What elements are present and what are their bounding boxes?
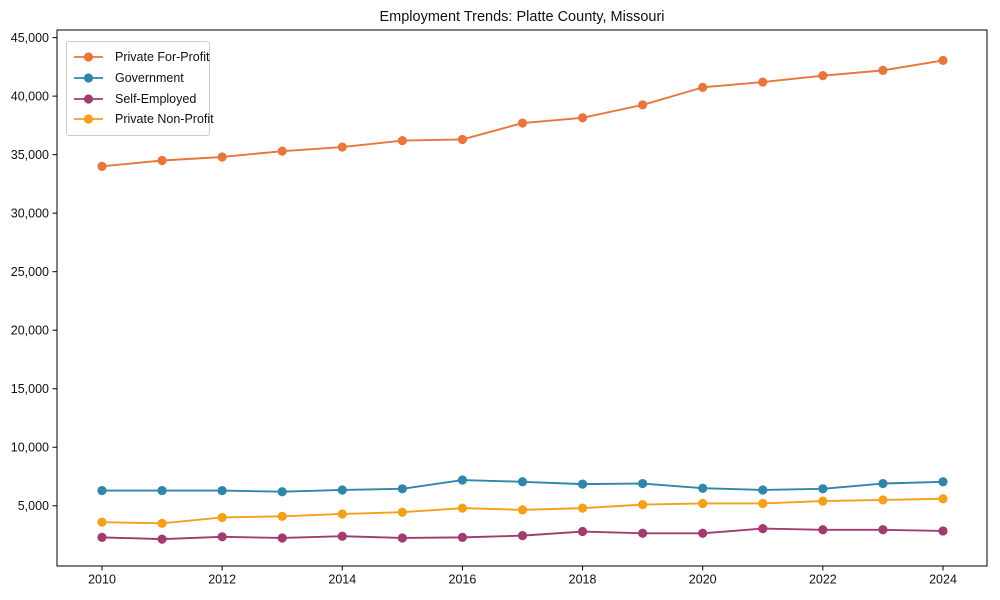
legend-marker-icon	[74, 73, 103, 83]
data-point-government	[577, 479, 588, 489]
data-point-government	[457, 475, 468, 485]
data-point-self-employed	[577, 526, 588, 537]
data-point-self-employed	[157, 534, 167, 544]
data-point-government	[938, 477, 948, 487]
data-point-private-for-profit	[577, 113, 588, 123]
y-tick-label: 35,000	[11, 148, 49, 162]
data-point-government	[698, 483, 708, 493]
data-point-private-for-profit	[698, 82, 708, 92]
chart-title: Employment Trends: Platte County, Missou…	[379, 9, 665, 25]
x-tick-label: 2014	[328, 573, 356, 587]
data-point-private-for-profit	[818, 71, 828, 81]
data-point-self-employed	[517, 531, 528, 541]
data-point-private-for-profit	[397, 136, 407, 146]
data-point-self-employed	[397, 533, 407, 543]
data-point-private-non-profit	[97, 517, 107, 527]
x-tick-label: 2020	[689, 573, 717, 587]
data-point-self-employed	[758, 524, 768, 534]
data-point-government	[758, 485, 768, 495]
data-point-private-for-profit	[337, 142, 347, 152]
data-point-private-for-profit	[638, 100, 648, 110]
data-point-private-for-profit	[277, 146, 287, 156]
data-point-self-employed	[97, 532, 107, 542]
data-point-private-non-profit	[277, 511, 287, 521]
legend-item: Private For-Profit	[73, 47, 209, 68]
data-point-private-non-profit	[157, 518, 167, 528]
legend-label: Private For-Profit	[115, 50, 210, 65]
data-point-government	[638, 478, 648, 489]
data-point-government	[878, 478, 888, 489]
data-point-private-non-profit	[397, 507, 407, 517]
y-tick-label: 15,000	[11, 382, 49, 396]
legend-marker-icon	[74, 52, 103, 62]
data-point-self-employed	[277, 533, 287, 543]
series-line-private-for-profit	[101, 59, 944, 168]
x-tick-label: 2022	[809, 573, 837, 587]
data-point-private-for-profit	[157, 155, 167, 166]
data-point-government	[397, 484, 407, 494]
data-point-private-non-profit	[638, 500, 648, 510]
y-tick-label: 30,000	[11, 206, 49, 220]
x-tick-label: 2016	[449, 573, 477, 587]
x-tick-label: 2012	[208, 573, 236, 587]
data-point-government	[217, 485, 227, 496]
data-point-self-employed	[457, 532, 468, 542]
data-point-private-for-profit	[938, 55, 948, 66]
y-tick-label: 40,000	[11, 89, 49, 103]
y-tick-label: 20,000	[11, 323, 49, 337]
x-tick-label: 2018	[569, 573, 597, 587]
data-point-self-employed	[638, 528, 648, 538]
data-point-self-employed	[818, 525, 828, 535]
legend-label: Self-Employed	[115, 91, 197, 106]
legend-item: Private Non-Profit	[73, 109, 214, 130]
x-tick-label: 2024	[929, 573, 957, 587]
data-point-private-for-profit	[878, 65, 888, 75]
legend-label: Private Non-Profit	[115, 112, 214, 127]
data-point-government	[97, 485, 107, 496]
data-point-private-non-profit	[517, 505, 528, 515]
plot-border	[56, 29, 988, 567]
legend-marker-icon	[74, 94, 103, 104]
legend-marker-icon	[74, 114, 103, 125]
data-point-government	[818, 484, 828, 494]
data-point-self-employed	[878, 525, 888, 535]
data-point-self-employed	[698, 528, 708, 538]
data-point-government	[277, 487, 287, 497]
data-point-private-for-profit	[758, 77, 768, 87]
data-point-private-non-profit	[577, 503, 588, 513]
data-point-private-for-profit	[97, 161, 107, 171]
data-point-private-non-profit	[457, 503, 468, 513]
y-tick-label: 45,000	[11, 31, 49, 45]
data-point-private-for-profit	[517, 118, 528, 128]
legend: Private For-Profit Government Self-Emplo…	[66, 41, 214, 136]
data-point-private-non-profit	[217, 512, 227, 523]
data-point-government	[337, 485, 347, 495]
data-point-private-for-profit	[217, 152, 227, 162]
data-point-self-employed	[337, 531, 347, 541]
data-point-private-non-profit	[758, 498, 768, 509]
legend-item: Self-Employed	[73, 88, 201, 109]
y-tick-label: 10,000	[11, 440, 49, 454]
data-point-private-non-profit	[938, 494, 948, 504]
data-point-private-non-profit	[878, 495, 888, 505]
data-point-private-non-profit	[818, 496, 828, 506]
y-tick-label: 25,000	[11, 265, 49, 279]
data-point-private-for-profit	[457, 134, 468, 145]
data-point-government	[157, 485, 167, 496]
data-point-self-employed	[938, 526, 948, 536]
data-point-government	[517, 477, 528, 487]
legend-item: Government	[73, 68, 201, 89]
data-point-self-employed	[217, 532, 227, 542]
legend-label: Government	[115, 71, 184, 86]
x-tick-label: 2010	[88, 573, 116, 587]
y-tick-label: 5,000	[18, 499, 49, 513]
data-point-private-non-profit	[337, 509, 347, 519]
data-point-private-non-profit	[698, 498, 708, 509]
